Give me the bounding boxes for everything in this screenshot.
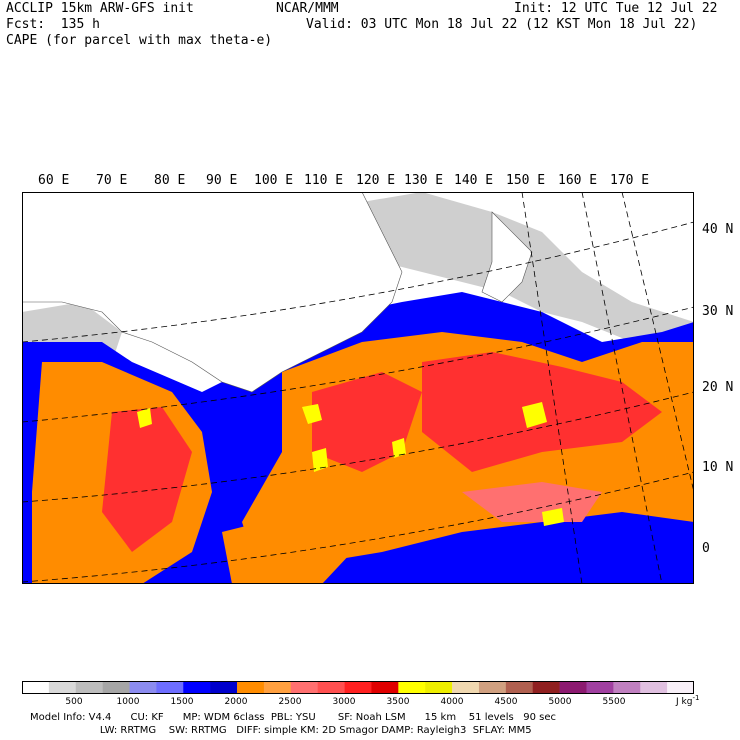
colorbar-label: 1500 <box>170 697 194 707</box>
colorbar-label: 2000 <box>224 697 248 707</box>
colorbar-swatch <box>156 681 184 694</box>
colorbar-swatch <box>48 681 77 694</box>
colorbar-swatch <box>505 681 534 694</box>
colorbar <box>22 681 694 694</box>
forecast-hour: Fcst: 135 h <box>6 17 100 32</box>
colorbar-swatch <box>210 681 238 694</box>
lat-label: 30 N <box>702 304 734 319</box>
extreme-cape-yellow <box>137 402 564 526</box>
colorbar-swatch <box>559 681 587 694</box>
lon-label: 130 E <box>404 173 444 188</box>
lat-label: 20 N <box>702 380 734 395</box>
colorbar-border <box>22 681 694 694</box>
model-info-line1: Model Info: V4.4 CU: KF MP: WDM 6class P… <box>30 712 556 723</box>
lon-label: 70 E <box>96 173 128 188</box>
colorbar-swatch <box>183 681 211 694</box>
colorbar-swatch <box>532 681 560 694</box>
colorbar-label: 2500 <box>278 697 302 707</box>
lon-label: 110 E <box>304 173 344 188</box>
projection-grid <box>22 192 694 584</box>
colorbar-swatch <box>371 681 399 694</box>
colorbar-swatch <box>667 681 694 694</box>
colorbar-label: 3500 <box>386 697 410 707</box>
lon-label: 140 E <box>454 173 494 188</box>
colorbar-swatch <box>75 681 103 694</box>
colorbar-swatch <box>640 681 668 694</box>
colorbar-label: 1000 <box>116 697 140 707</box>
cape-map <box>22 192 694 584</box>
colorbar-label: 5000 <box>548 697 572 707</box>
colorbar-unit: J kg-1 <box>676 694 700 707</box>
colorbar-swatch <box>263 681 292 694</box>
colorbar-label: 3000 <box>332 697 356 707</box>
lat-label: 40 N <box>702 222 734 237</box>
lon-label: 60 E <box>38 173 70 188</box>
lon-label: 100 E <box>254 173 294 188</box>
colorbar-swatch <box>102 681 130 694</box>
lon-label: 170 E <box>610 173 650 188</box>
colorbar-swatch <box>452 681 480 694</box>
center-name: NCAR/MMM <box>276 1 339 16</box>
lon-label: 150 E <box>506 173 546 188</box>
colorbar-label: 4000 <box>440 697 464 707</box>
lon-label: 80 E <box>154 173 186 188</box>
colorbar-swatch <box>586 681 614 694</box>
colorbar-label: 4500 <box>494 697 518 707</box>
colorbar-swatch <box>290 681 318 694</box>
colorbar-swatch <box>22 681 50 694</box>
colorbar-swatch <box>237 681 265 694</box>
colorbar-label: 500 <box>65 697 83 707</box>
colorbar-swatch <box>344 681 372 694</box>
colorbar-swatch <box>613 681 641 694</box>
lat-label: 0 <box>702 541 710 556</box>
colorbar-label: 5500 <box>602 697 626 707</box>
colorbar-swatch <box>398 681 426 694</box>
colorbar-swatch <box>317 681 345 694</box>
lon-label: 120 E <box>356 173 396 188</box>
field-name: CAPE (for parcel with max theta-e) <box>6 33 273 48</box>
very-high-cape-red <box>102 352 662 552</box>
model-title: ACCLIP 15km ARW-GFS init <box>6 1 194 16</box>
init-time: Init: 12 UTC Tue 12 Jul 22 <box>514 1 718 16</box>
model-info-line2: LW: RRTMG SW: RRTMG DIFF: simple KM: 2D … <box>30 725 532 736</box>
colorbar-swatch <box>478 681 507 694</box>
lon-label: 160 E <box>558 173 598 188</box>
lat-label: 10 N <box>702 460 734 475</box>
colorbar-swatch <box>425 681 453 694</box>
colorbar-swatch <box>129 681 157 694</box>
valid-time: Valid: 03 UTC Mon 18 Jul 22 (12 KST Mon … <box>306 17 698 32</box>
land-masks <box>22 192 533 393</box>
lon-label: 90 E <box>206 173 238 188</box>
